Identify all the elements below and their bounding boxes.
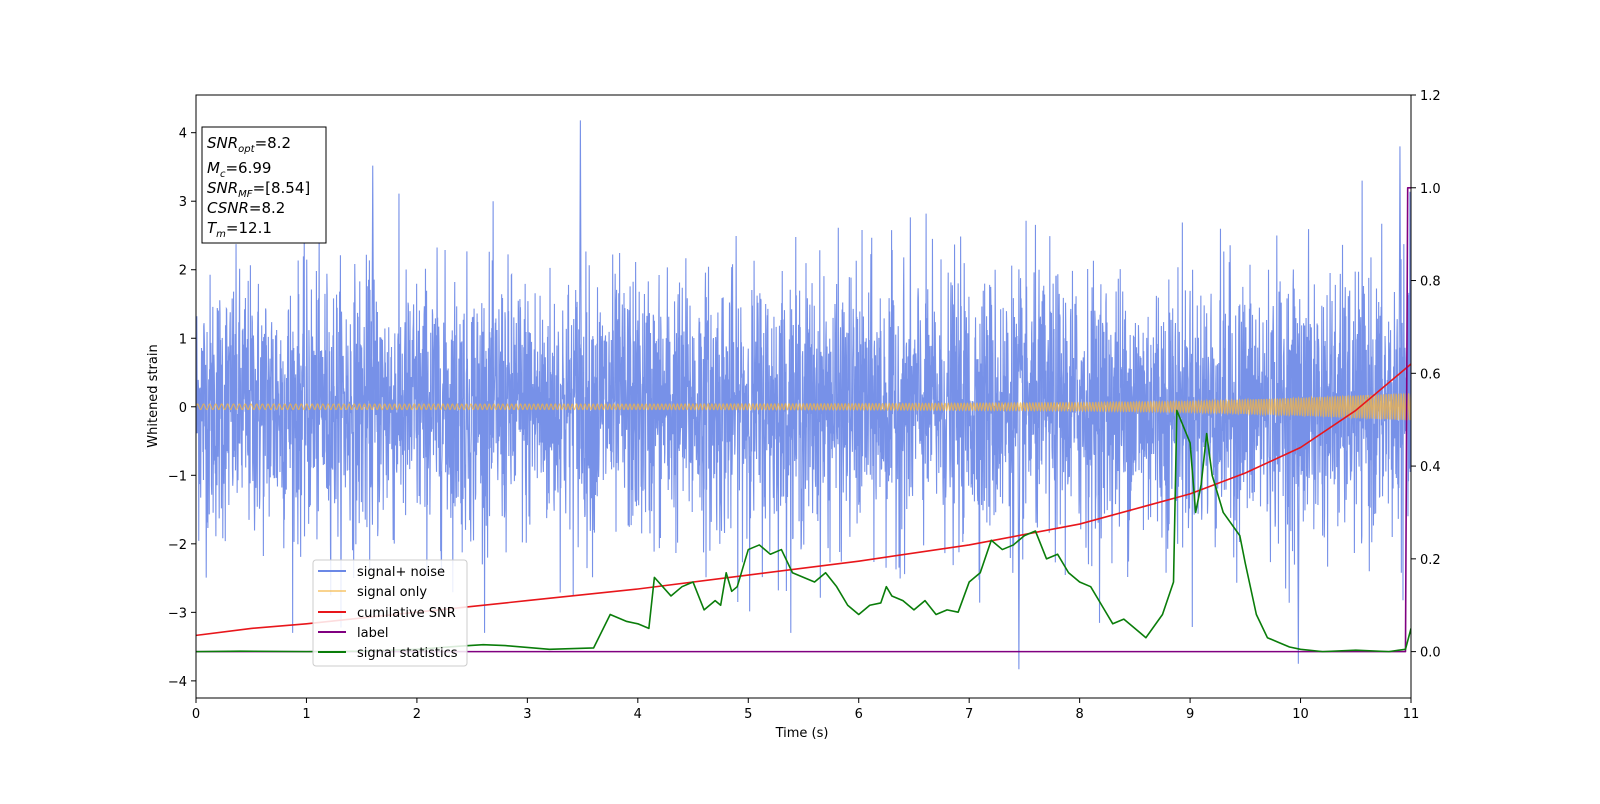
info-csnr: CSNR=8.2 <box>207 199 285 217</box>
y-right-tick-label: 1.2 <box>1420 89 1441 104</box>
x-tick-label: 10 <box>1292 707 1309 722</box>
info-tm: Tm=12.1 <box>207 219 272 240</box>
info-snr-mf: SNRMF=[8.54] <box>207 179 310 200</box>
x-tick-label: 4 <box>634 707 642 722</box>
y-right-tick-label: 0.8 <box>1420 275 1441 290</box>
y-axis-left: −4 −3 −2 −1 0 1 2 3 4 <box>168 127 196 690</box>
series-signal-statistics <box>196 409 1411 653</box>
x-tick-label: 1 <box>302 707 310 722</box>
y-left-tick-label: 4 <box>179 127 187 142</box>
y-axis-label: Whitened strain <box>146 344 161 447</box>
y-left-tick-label: −4 <box>168 675 187 690</box>
series-signal-only <box>196 392 1411 421</box>
legend-label-signal-noise: signal+ noise <box>357 565 445 580</box>
info-mc: Mc=6.99 <box>207 159 271 180</box>
legend-label-signal-statistics: signal statistics <box>357 646 458 661</box>
legend-label-label: label <box>357 626 388 641</box>
x-tick-label: 5 <box>744 707 752 722</box>
y-left-tick-label: 0 <box>179 401 187 416</box>
y-right-tick-label: 0.6 <box>1420 367 1441 382</box>
x-tick-label: 7 <box>965 707 973 722</box>
x-tick-label: 6 <box>855 707 863 722</box>
y-left-tick-label: −2 <box>168 538 187 553</box>
legend-label-signal-only: signal only <box>357 585 427 600</box>
y-right-tick-label: 1.0 <box>1420 182 1441 197</box>
x-tick-label: 2 <box>413 707 421 722</box>
info-box: SNRopt=8.2 Mc=6.99 SNRMF=[8.54] CSNR=8.2… <box>201 126 327 244</box>
series-label <box>196 186 1411 653</box>
y-left-tick-label: −3 <box>168 606 187 621</box>
x-tick-label: 11 <box>1403 707 1420 722</box>
series-signal-noise <box>196 120 1411 670</box>
legend-frame <box>312 559 468 667</box>
info-snr-opt: SNRopt=8.2 <box>207 134 291 155</box>
x-tick-label: 0 <box>192 707 200 722</box>
x-tick-label: 9 <box>1186 707 1194 722</box>
x-tick-label: 8 <box>1075 707 1083 722</box>
y-right-tick-label: 0.0 <box>1420 646 1441 661</box>
y-axis-right: 0.0 0.2 0.4 0.6 0.8 1.0 1.2 <box>1411 89 1441 661</box>
legend-label-cumulative-snr: cumilative SNR <box>357 606 456 621</box>
x-axis-label: Time (s) <box>775 726 829 741</box>
y-right-tick-label: 0.4 <box>1420 460 1441 475</box>
y-left-tick-label: −1 <box>168 469 187 484</box>
y-left-tick-label: 3 <box>179 195 187 210</box>
y-left-tick-label: 2 <box>179 264 187 279</box>
x-axis: 0 1 2 3 4 5 6 7 8 9 10 11 <box>192 698 1419 722</box>
y-left-tick-label: 1 <box>179 332 187 347</box>
x-tick-label: 3 <box>523 707 531 722</box>
legend: signal+ noise signal only cumilative SNR… <box>312 559 468 667</box>
y-right-tick-label: 0.2 <box>1420 553 1441 568</box>
info-box-frame <box>201 126 327 244</box>
plot-frame <box>195 94 1412 699</box>
